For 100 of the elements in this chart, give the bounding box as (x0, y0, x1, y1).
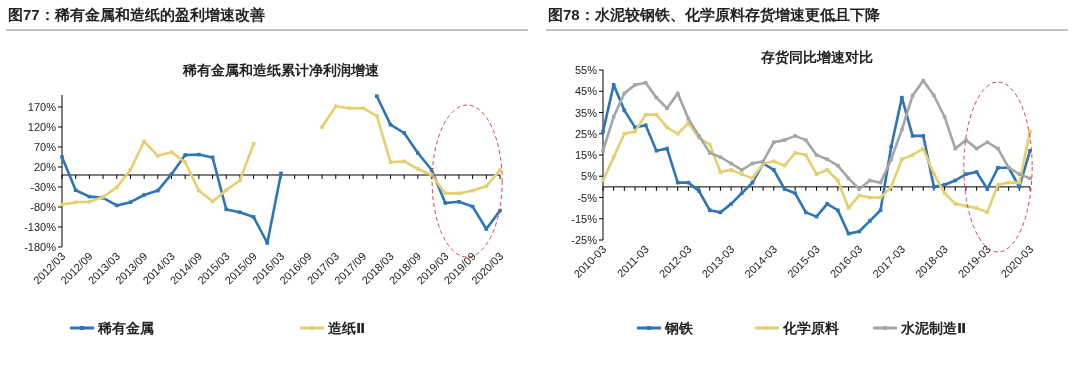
point (836, 178, 840, 183)
point (825, 202, 829, 206)
legend-label: 化学原料 (782, 320, 839, 336)
point (846, 206, 851, 210)
line-series (601, 83, 1032, 236)
point (183, 160, 187, 164)
point (932, 93, 936, 98)
point (665, 125, 669, 130)
point (484, 227, 489, 231)
point (686, 117, 691, 121)
point (1017, 172, 1022, 176)
point (114, 185, 119, 190)
point (375, 114, 379, 118)
point (996, 146, 1000, 151)
legend-label: 钢铁 (664, 320, 694, 336)
y-tick-label: -15% (571, 212, 598, 225)
point (718, 155, 723, 159)
point (128, 200, 133, 204)
point (836, 163, 840, 168)
point (953, 146, 958, 151)
point (942, 191, 947, 196)
point (142, 193, 146, 197)
point (1028, 129, 1032, 134)
y-tick-label: 70% (33, 141, 57, 153)
point (804, 210, 808, 215)
point (857, 229, 861, 234)
point (457, 200, 461, 204)
chart-subtitle: 存货同比增速对比 (759, 49, 873, 65)
y-tick-label: 5% (581, 170, 598, 183)
point (197, 188, 201, 193)
y-tick-label: -130% (24, 221, 57, 233)
point (402, 159, 406, 164)
point (156, 188, 160, 193)
point (878, 208, 883, 213)
y-tick-label: 120% (27, 121, 57, 133)
y-tick-label: 45% (574, 85, 598, 98)
point (224, 188, 229, 192)
point (910, 134, 915, 138)
point (665, 146, 669, 151)
point (739, 191, 744, 196)
point (87, 200, 92, 204)
point (825, 168, 829, 172)
y-tick-label: -25% (571, 234, 598, 246)
point (484, 184, 489, 188)
point (921, 134, 926, 138)
point (729, 161, 733, 166)
point (60, 155, 64, 159)
chart-title: 图77：稀有金属和造纸的盈利增速改善 (8, 6, 265, 23)
point (611, 114, 616, 119)
point (169, 150, 174, 154)
point (942, 182, 947, 187)
point (974, 170, 979, 174)
point (675, 91, 680, 96)
point (718, 170, 723, 174)
point (333, 104, 338, 108)
point (142, 139, 146, 144)
point (675, 131, 680, 136)
point (739, 172, 744, 176)
point (974, 206, 979, 210)
point (953, 178, 958, 183)
point (868, 219, 872, 223)
point (279, 171, 283, 176)
point (601, 129, 605, 134)
point (814, 172, 819, 176)
point (804, 138, 808, 142)
point (654, 148, 659, 153)
point (643, 80, 648, 85)
point (73, 188, 78, 192)
point (707, 151, 712, 155)
point (633, 83, 637, 87)
point (443, 201, 448, 205)
point (224, 207, 229, 212)
point (675, 180, 680, 185)
point (900, 157, 904, 162)
point (601, 148, 605, 153)
point (900, 127, 904, 132)
y-tick-label: -180% (24, 241, 57, 253)
y-tick-label: 55% (574, 64, 598, 76)
point (889, 144, 894, 149)
point (611, 83, 616, 87)
legend-label: 造纸Ⅱ (327, 320, 366, 336)
point (416, 167, 420, 171)
point (707, 208, 712, 213)
point (814, 153, 819, 157)
point (804, 153, 808, 157)
point (964, 172, 968, 176)
point (868, 178, 872, 183)
point (347, 106, 352, 110)
point (238, 210, 242, 214)
point (60, 202, 64, 207)
point (388, 160, 393, 164)
point (836, 208, 840, 213)
point (942, 114, 947, 119)
point (128, 168, 133, 172)
point (375, 94, 379, 98)
point (793, 151, 797, 155)
point (265, 241, 270, 245)
point (611, 155, 616, 159)
point (251, 142, 256, 146)
point (793, 191, 797, 196)
